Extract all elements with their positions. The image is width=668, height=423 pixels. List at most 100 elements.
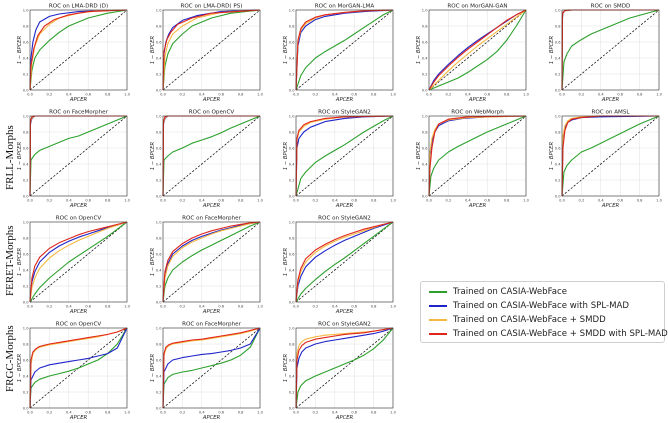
legend-item-casia-smdd-spl: Trained on CASIA-WebFace + SMDD with SPL… <box>429 328 668 340</box>
plot-frame <box>561 9 660 91</box>
diagonal-reference-line <box>162 9 261 91</box>
y-tick-label: 1.0 <box>156 114 162 118</box>
y-tick-label: 0.6 <box>23 146 29 150</box>
x-tick-label: 0.0 <box>160 93 166 97</box>
x-tick-label: 0.8 <box>504 93 510 97</box>
y-tick-label: 0.8 <box>23 24 29 28</box>
y-tick-label: 0.0 <box>156 406 162 410</box>
y-tick-label: 0.8 <box>156 236 162 240</box>
roc-curve-casia <box>561 115 660 197</box>
y-axis-label: 1 − BPCER <box>549 142 555 171</box>
y-tick-label: 0.8 <box>289 130 295 134</box>
x-tick-label: 0.0 <box>27 93 33 97</box>
x-tick-label: 0.6 <box>617 93 623 97</box>
y-tick-label: 1.0 <box>23 220 29 224</box>
y-tick-label: 1.0 <box>23 326 29 330</box>
x-tick-label: 0.6 <box>218 411 224 415</box>
x-tick-label: 0.4 <box>66 411 72 415</box>
y-tick-label: 0.0 <box>289 194 295 198</box>
diagonal-reference-line <box>162 327 261 409</box>
x-tick-label: 0.2 <box>180 199 186 203</box>
y-tick-label: 0.4 <box>555 162 561 166</box>
y-tick-label: 0.4 <box>156 162 162 166</box>
y-tick-label: 0.2 <box>23 178 29 182</box>
x-tick-label: 1.0 <box>523 199 529 203</box>
y-tick-label: 0.2 <box>23 72 29 76</box>
y-tick-label: 0.4 <box>156 56 162 60</box>
roc-panel-0: ROC on LMA-DRD (D) 0.00.0 0.2 0.2 0.4 0.4 0.6 0… <box>17 4 131 104</box>
y-tick-label: 0.6 <box>23 40 29 44</box>
y-tick-label: 0.4 <box>23 162 29 166</box>
y-tick-label: 0.4 <box>156 374 162 378</box>
y-tick-label: 0.4 <box>289 162 295 166</box>
roc-panel-4: ROC on SMDD 0.00.0 0.2 0.2 0.4 0.4 0.6 0.6 0.8 0.… <box>549 4 663 104</box>
diagonal-reference-line <box>29 9 128 91</box>
x-tick-label: 0.8 <box>105 411 111 415</box>
x-tick-label: 0.0 <box>559 93 565 97</box>
y-tick-label: 0.2 <box>422 178 428 182</box>
y-tick-label: 0.6 <box>156 252 162 256</box>
legend-swatch-casia-smdd <box>429 319 447 321</box>
roc-curve-casia-smdd-spl <box>162 221 261 303</box>
legend-item-casia-spl: Trained on CASIA-WebFace with SPL-MAD <box>429 300 629 312</box>
y-tick-label: 0.2 <box>156 178 162 182</box>
roc-panel-3: ROC on MorGAN-GAN 0.00.0 0.2 0.2 0.4 0.4 0.6 0.… <box>416 4 530 104</box>
roc-curve-casia-spl <box>295 221 394 303</box>
y-tick-label: 1.0 <box>23 114 29 118</box>
plot-frame <box>561 115 660 197</box>
x-axis-label: APCER <box>202 97 221 103</box>
roc-panel-13: ROC on OpenCV 0.00.0 0.2 0.2 0.4 0.4 0.6 0.6 0.8… <box>17 322 131 422</box>
roc-curve-casia-smdd-spl <box>295 115 394 197</box>
panel-title: ROC on MorGAN-GAN <box>447 4 507 10</box>
x-tick-label: 0.2 <box>313 93 319 97</box>
y-tick-label: 0.8 <box>422 24 428 28</box>
x-tick-label: 0.6 <box>85 93 91 97</box>
roc-curve-casia <box>29 9 128 91</box>
roc-curve-casia-smdd <box>162 327 261 409</box>
roc-curve-casia <box>561 9 660 91</box>
y-tick-label: 0.2 <box>422 72 428 76</box>
plot-frame <box>29 9 128 91</box>
x-tick-label: 0.0 <box>293 305 299 309</box>
roc-curve-casia <box>162 115 261 197</box>
x-tick-label: 0.8 <box>105 305 111 309</box>
diagonal-reference-line <box>428 115 527 197</box>
roc-curve-casia-smdd-spl <box>295 221 394 303</box>
x-tick-label: 0.8 <box>371 93 377 97</box>
roc-panel-6: ROC on OpenCV 0.00.0 0.2 0.2 0.4 0.4 0.6 0.6 0.8… <box>150 110 264 210</box>
y-tick-label: 0.6 <box>156 40 162 44</box>
y-axis-label: 1 − BPCER <box>17 36 23 65</box>
y-axis-label: 1 − BPCER <box>17 142 23 171</box>
y-tick-label: 0.4 <box>23 374 29 378</box>
x-tick-label: 0.2 <box>47 305 53 309</box>
x-tick-label: 0.8 <box>105 93 111 97</box>
panel-title: ROC on FaceMorpher <box>49 110 108 116</box>
x-axis-label: APCER <box>601 203 620 209</box>
y-tick-label: 0.0 <box>156 88 162 92</box>
roc-panel-12: ROC on StyleGAN2 0.00.0 0.2 0.2 0.4 0.4 0.6 0.6… <box>283 216 397 316</box>
x-tick-label: 0.2 <box>579 199 585 203</box>
y-tick-label: 0.4 <box>555 56 561 60</box>
roc-curve-casia-smdd-spl <box>29 327 128 409</box>
x-tick-label: 0.2 <box>313 411 319 415</box>
x-tick-label: 0.2 <box>180 93 186 97</box>
roc-curve-casia <box>295 115 394 197</box>
x-tick-label: 1.0 <box>124 305 130 309</box>
roc-panel-2: ROC on MorGAN-LMA 0.00.0 0.2 0.2 0.4 0.4 0.6 0.… <box>283 4 397 104</box>
x-tick-label: 0.6 <box>351 93 357 97</box>
diagonal-reference-line <box>29 115 128 197</box>
x-tick-label: 0.4 <box>465 93 471 97</box>
roc-curve-casia-spl <box>295 9 394 91</box>
y-tick-label: 0.2 <box>555 72 561 76</box>
y-tick-label: 0.0 <box>555 194 561 198</box>
diagonal-reference-line <box>561 115 660 197</box>
y-tick-label: 0.6 <box>23 358 29 362</box>
y-tick-label: 1.0 <box>289 114 295 118</box>
x-tick-label: 0.4 <box>66 305 72 309</box>
x-tick-label: 1.0 <box>656 199 662 203</box>
roc-curve-casia-spl <box>29 327 128 409</box>
x-axis-label: APCER <box>335 415 354 421</box>
panel-title: ROC on StyleGAN2 <box>318 322 371 328</box>
roc-curve-casia-smdd <box>29 221 128 303</box>
panel-title: ROC on LMA-DRD( PS) <box>181 4 243 10</box>
